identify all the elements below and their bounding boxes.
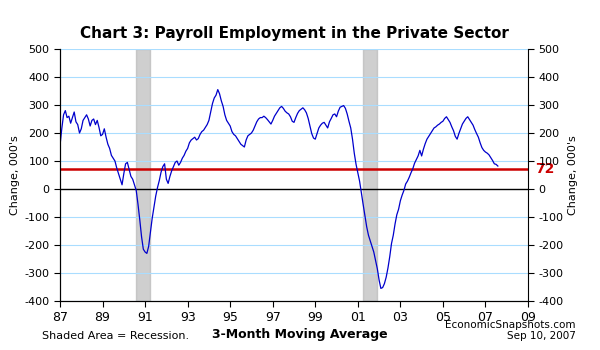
Y-axis label: Change, 000's: Change, 000's [10, 135, 20, 215]
Text: EconomicSnapshots.com
Sep 10, 2007: EconomicSnapshots.com Sep 10, 2007 [445, 320, 576, 341]
Text: 3-Month Moving Average: 3-Month Moving Average [212, 328, 388, 341]
Text: Shaded Area = Recession.: Shaded Area = Recession. [42, 331, 189, 341]
Bar [363, 49, 377, 301]
Title: Chart 3: Payroll Employment in the Private Sector: Chart 3: Payroll Employment in the Priva… [80, 26, 508, 41]
Text: 72: 72 [535, 162, 554, 176]
Bar [136, 49, 151, 301]
Y-axis label: Change, 000's: Change, 000's [568, 135, 578, 215]
